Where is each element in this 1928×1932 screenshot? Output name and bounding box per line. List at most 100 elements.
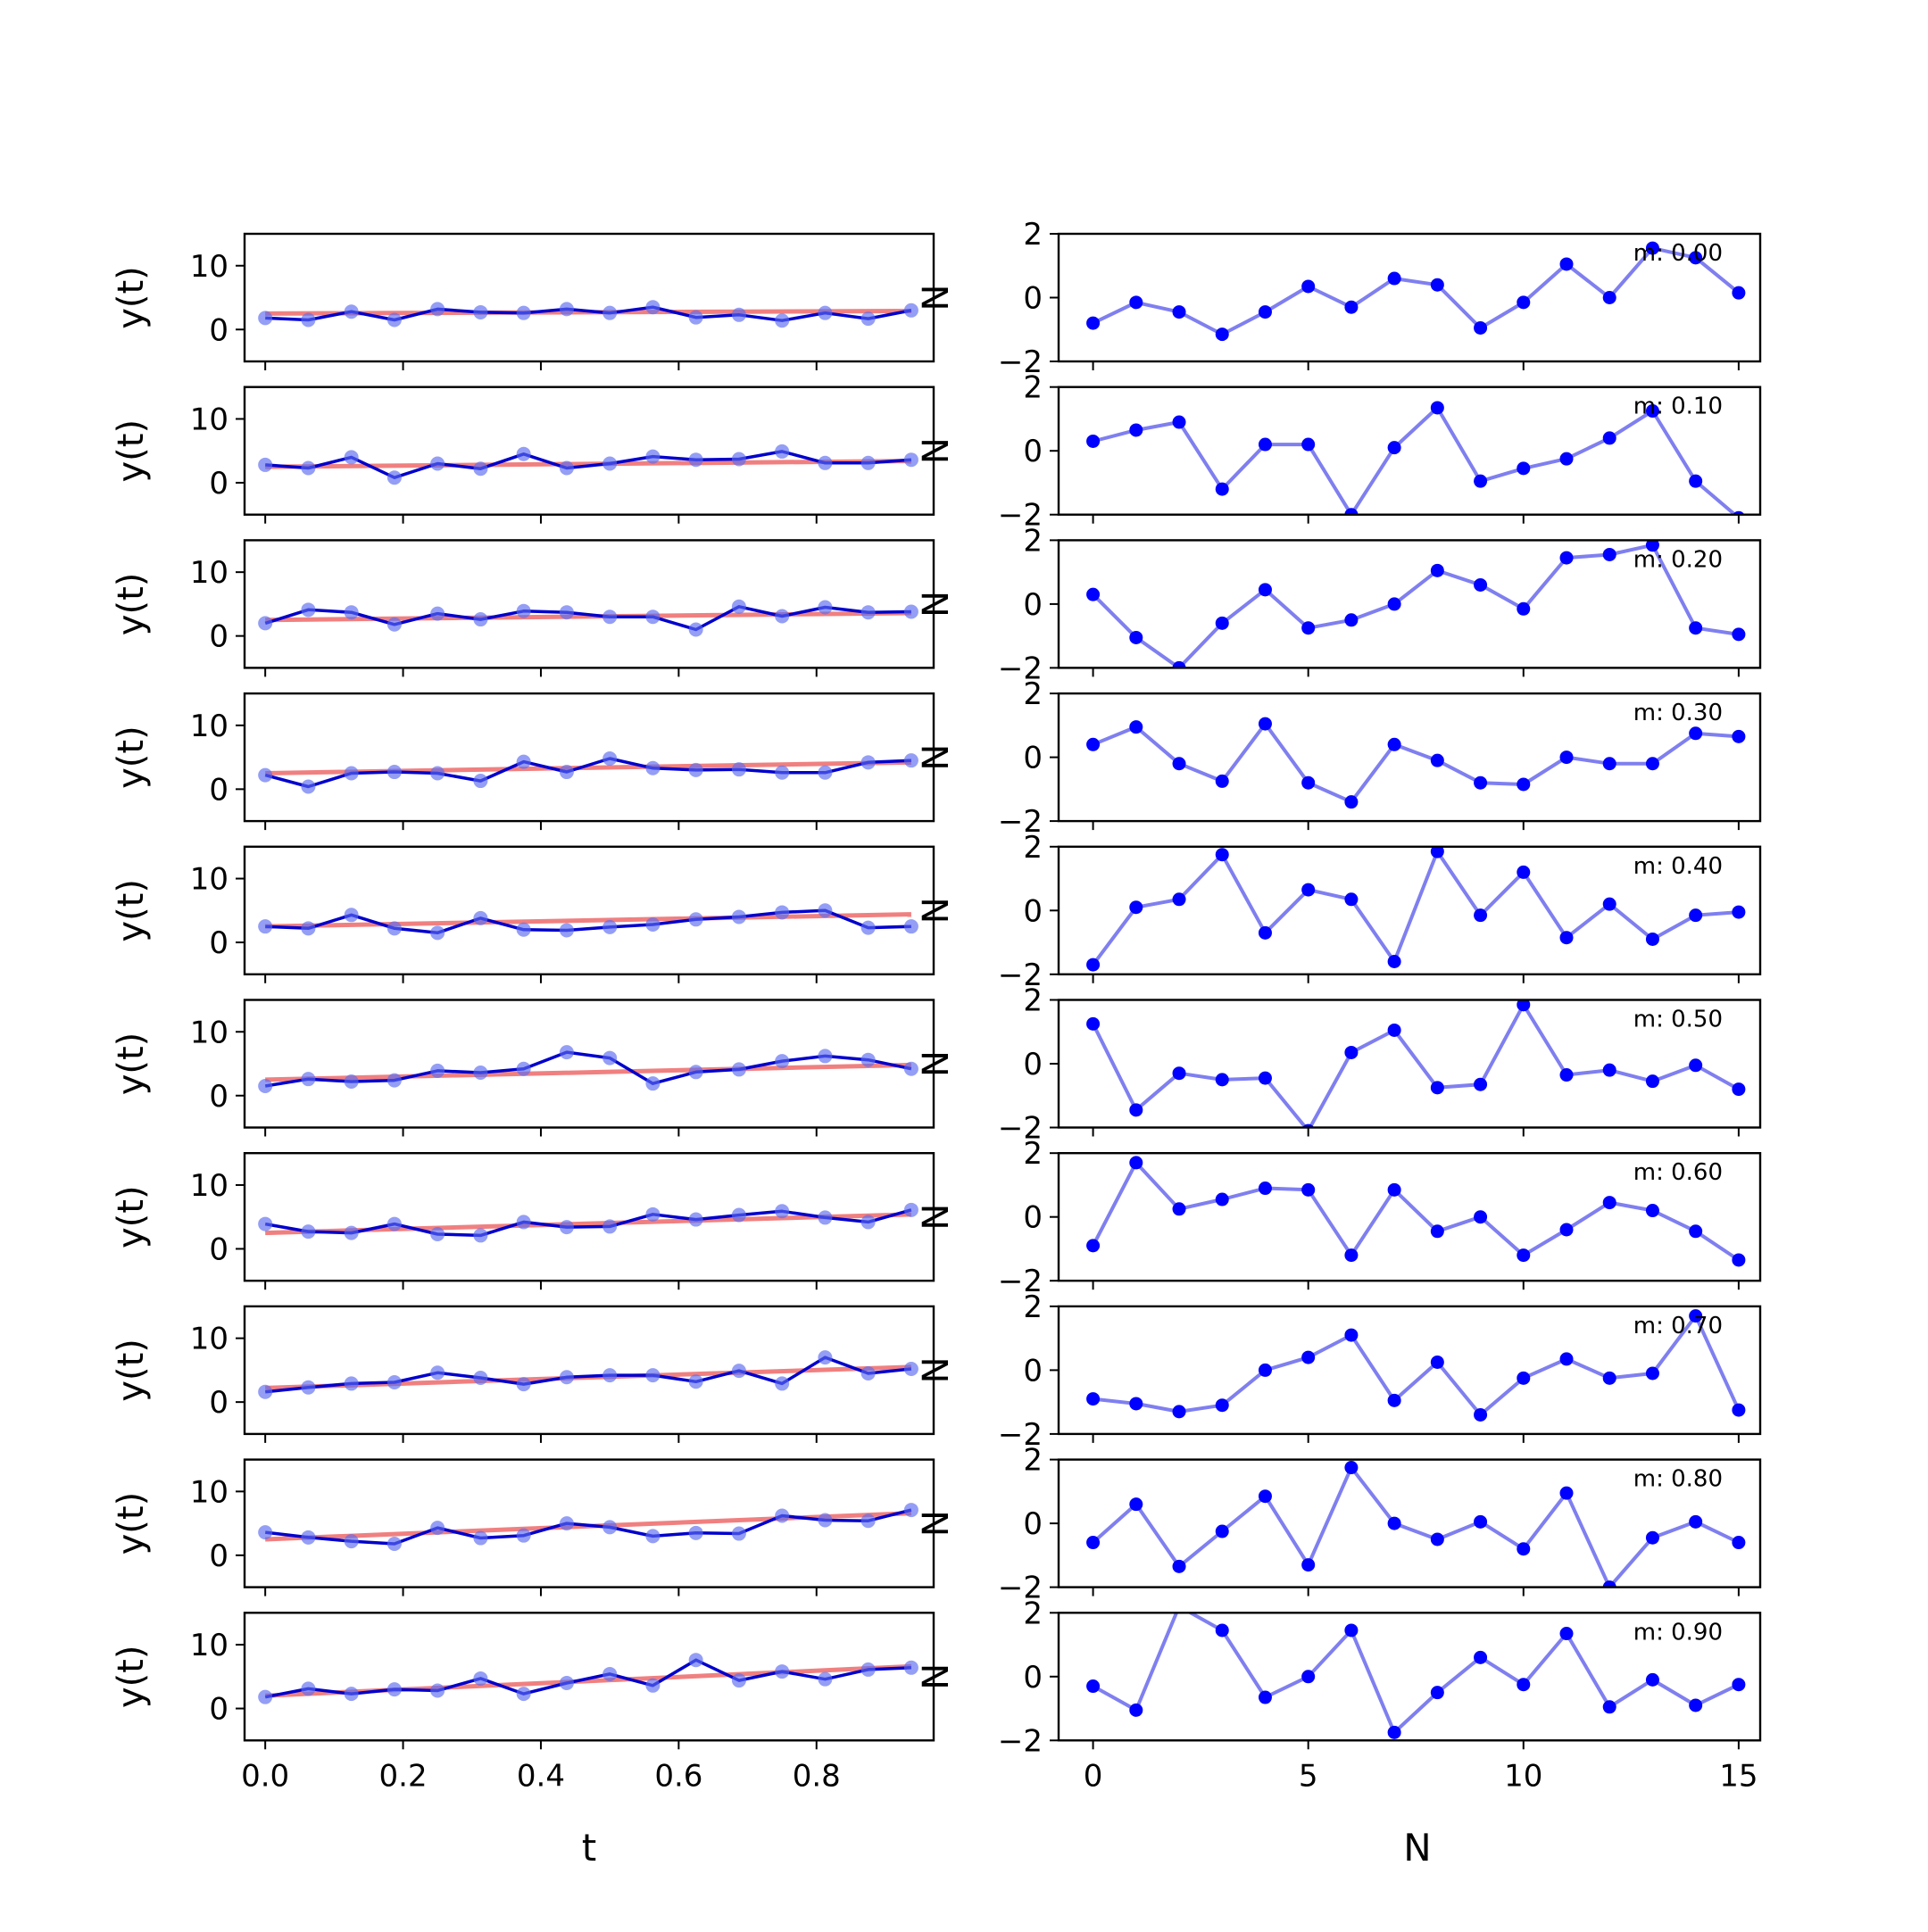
data-point (731, 762, 746, 777)
data-point (860, 1215, 876, 1230)
data-point (818, 1513, 833, 1528)
data-point (688, 1374, 703, 1389)
data-point (559, 460, 574, 476)
data-point (645, 917, 661, 933)
noise-point (1689, 474, 1703, 488)
data-point (903, 1503, 918, 1518)
noise-point (1602, 547, 1616, 561)
data-point (602, 456, 618, 471)
y-tick-label: 0 (1023, 434, 1043, 469)
noise-point (1258, 1071, 1272, 1085)
noise-point (1689, 1698, 1703, 1712)
data-line (264, 757, 911, 789)
right-panel-0: −2 0 2 Nm: 0.00 (916, 217, 1762, 380)
y-tick-label: 10 (190, 1015, 229, 1050)
data-point (731, 307, 746, 322)
y-tick-label: 10 (190, 1628, 229, 1663)
left-panel-frame (243, 232, 935, 363)
left-y-axis-label: y(t) (111, 1492, 152, 1555)
data-point (903, 452, 918, 468)
y-tick-label: −2 (998, 651, 1043, 686)
data-point (516, 754, 531, 769)
data-point (860, 605, 876, 620)
noise-point (1129, 630, 1143, 644)
data-point (386, 1073, 402, 1088)
data-point (559, 1220, 574, 1235)
noise-line (1092, 1613, 1740, 1735)
y-tick-label: 10 (190, 555, 229, 591)
y-tick-label: 0 (1023, 893, 1043, 929)
noise-point (1602, 1063, 1616, 1077)
y-tick-label: 0 (209, 1231, 229, 1267)
noise-point (1689, 1309, 1703, 1323)
noise-point (1559, 1486, 1574, 1500)
data-point (903, 303, 918, 318)
data-point (818, 1049, 833, 1064)
data-point (301, 921, 316, 936)
data-point (516, 1061, 531, 1076)
left-y-axis-label: y(t) (111, 419, 152, 483)
data-point (645, 760, 661, 775)
y-tick-label: 2 (1023, 983, 1043, 1019)
data-point (344, 1074, 359, 1090)
left-panel-4: 0 10 y(t) (111, 845, 935, 983)
data-point (903, 1061, 918, 1076)
noise-point (1602, 431, 1616, 445)
noise-point (1732, 286, 1746, 300)
data-point (602, 1666, 618, 1681)
m-annotation: m: 0.00 (1633, 240, 1723, 267)
data-point (860, 920, 876, 935)
data-point (386, 617, 402, 632)
data-point (645, 449, 661, 464)
data-point (731, 1207, 746, 1223)
data-point (688, 1525, 703, 1540)
y-tick-label: 0 (209, 466, 229, 502)
data-point (516, 922, 531, 937)
data-point (301, 1072, 316, 1087)
noise-point (1474, 1077, 1488, 1091)
fit-line (265, 912, 911, 929)
noise-point (1732, 1536, 1746, 1550)
noise-point (1258, 1489, 1272, 1504)
x-tick-label: 10 (1504, 1758, 1542, 1794)
data-line (264, 1208, 912, 1238)
data-point (602, 1050, 618, 1066)
left-panel-2: 0 10 y(t) (111, 539, 935, 677)
data-point (301, 460, 316, 476)
y-tick-label: −2 (998, 1417, 1043, 1453)
left-y-axis-label: y(t) (111, 573, 152, 636)
right-y-axis-label: N (916, 591, 957, 618)
x-tick-label: 0.2 (379, 1758, 428, 1794)
left-panel-frame (243, 539, 935, 669)
noise-point (1474, 1210, 1488, 1224)
noise-point (1344, 1328, 1359, 1342)
y-tick-label: 0 (1023, 1506, 1043, 1542)
y-tick-label: 2 (1023, 830, 1043, 866)
right-x-axis-label: N (1403, 1826, 1431, 1870)
data-point (731, 452, 746, 467)
noise-point (1086, 434, 1101, 448)
noise-point (1689, 251, 1703, 265)
data-point (775, 1508, 790, 1523)
fit-line (265, 1062, 911, 1082)
noise-line (1092, 722, 1740, 804)
data-point (258, 616, 273, 631)
data-point (559, 1675, 574, 1690)
left-y-axis-label: y(t) (111, 726, 152, 789)
noise-point (1559, 1352, 1574, 1366)
data-line (265, 908, 911, 935)
m-annotation: m: 0.40 (1633, 853, 1723, 880)
right-panel-8: −2 0 2 Nm: 0.80 (916, 1443, 1762, 1606)
noise-point (1602, 1700, 1616, 1714)
y-tick-label: 2 (1023, 1443, 1043, 1479)
right-panel-9: −2 0 2 0 5 10 15 Nm: 0.90 (916, 1596, 1762, 1794)
noise-point (1258, 1363, 1272, 1377)
noise-point (1344, 795, 1359, 809)
data-point (473, 1370, 488, 1385)
left-y-axis-label: y(t) (111, 879, 152, 942)
noise-point (1301, 621, 1316, 635)
y-tick-label: 10 (190, 1322, 229, 1357)
noise-point (1215, 1192, 1229, 1206)
